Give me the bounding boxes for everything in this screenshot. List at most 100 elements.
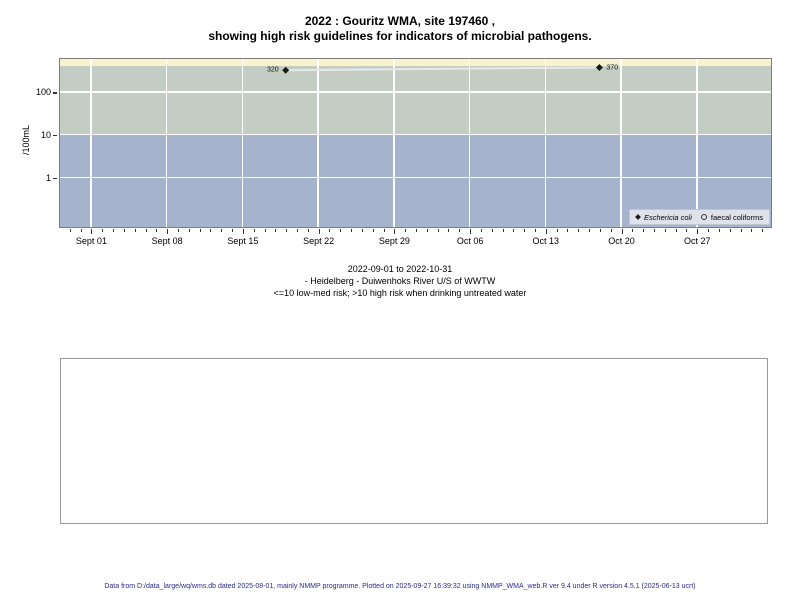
x-tick-minor bbox=[80, 229, 82, 232]
x-tick-minor bbox=[426, 229, 428, 232]
band-above-alert bbox=[60, 59, 771, 67]
x-tick-minor bbox=[480, 229, 482, 232]
x-tick-minor bbox=[156, 229, 158, 232]
x-tick-minor bbox=[134, 229, 136, 232]
x-tick-label: Oct 06 bbox=[456, 236, 484, 246]
x-tick-minor bbox=[69, 229, 71, 232]
plot-area: 320 370 Eschericia coli faecal coliforms bbox=[59, 58, 772, 228]
x-tick-minor bbox=[718, 229, 720, 232]
x-tick-minor bbox=[188, 229, 190, 232]
x-tick-minor bbox=[589, 229, 591, 232]
band-high-risk bbox=[60, 66, 771, 135]
chart: 320 370 Eschericia coli faecal coliforms Se… bbox=[36, 58, 775, 258]
legend-label: faecal coliforms bbox=[710, 212, 763, 222]
gridline-horizontal bbox=[60, 133, 771, 136]
x-tick-minor bbox=[210, 229, 212, 232]
data-point-marker bbox=[282, 66, 290, 74]
empty-panel bbox=[60, 358, 768, 524]
x-tick-minor bbox=[221, 229, 223, 232]
x-tick-minor bbox=[675, 229, 677, 232]
x-tick-minor bbox=[513, 229, 515, 232]
series-line bbox=[285, 66, 600, 72]
x-tick-label: Sept 01 bbox=[75, 236, 107, 246]
x-tick-label: Oct 27 bbox=[684, 236, 711, 246]
gridline-vertical bbox=[90, 59, 92, 227]
gridline-vertical bbox=[544, 59, 547, 227]
chart-title: 2022 : Gouritz WMA, site 197460 , showin… bbox=[0, 14, 800, 44]
y-tick bbox=[53, 92, 57, 94]
x-tick-minor bbox=[599, 229, 601, 232]
data-point-label: 320 bbox=[267, 66, 279, 74]
x-tick-minor bbox=[502, 229, 504, 232]
x-tick-minor bbox=[437, 229, 439, 232]
x-tick-minor bbox=[307, 229, 309, 232]
x-tick-minor bbox=[664, 229, 666, 232]
x-tick-major bbox=[318, 229, 320, 234]
filled-diamond-icon bbox=[635, 214, 641, 220]
x-tick-minor bbox=[740, 229, 742, 232]
y-tick-label: 1 bbox=[45, 173, 51, 184]
x-tick-minor bbox=[383, 229, 385, 232]
x-tick-major bbox=[545, 229, 547, 234]
x-tick-major bbox=[621, 229, 623, 234]
x-tick-minor bbox=[177, 229, 179, 232]
chart-title-line1: 2022 : Gouritz WMA, site 197460 , bbox=[304, 14, 496, 28]
y-tick-label: 10 bbox=[40, 130, 51, 141]
x-tick-minor bbox=[286, 229, 288, 232]
x-tick-major bbox=[394, 229, 396, 234]
x-tick-minor bbox=[762, 229, 764, 232]
x-tick-major bbox=[167, 229, 169, 234]
y-tick bbox=[53, 178, 57, 180]
x-tick-minor bbox=[351, 229, 353, 232]
x-tick-label: Sept 29 bbox=[378, 236, 410, 246]
x-tick-minor bbox=[610, 229, 612, 232]
x-tick-minor bbox=[102, 229, 104, 232]
x-tick-minor bbox=[232, 229, 234, 232]
x-tick-minor bbox=[123, 229, 125, 232]
x-tick-minor bbox=[329, 229, 331, 232]
y-tick-label: 100 bbox=[35, 87, 51, 98]
x-tick-minor bbox=[578, 229, 580, 232]
data-point-label: 370 bbox=[606, 64, 619, 72]
gridline-horizontal bbox=[60, 91, 771, 93]
x-tick-label: Sept 08 bbox=[151, 236, 183, 246]
footer-text: Data from D:/data_large/wq/wms.db dated … bbox=[104, 583, 696, 590]
gridline-vertical bbox=[620, 59, 622, 227]
x-tick-minor bbox=[275, 229, 277, 232]
x-tick-label: Oct 13 bbox=[532, 236, 560, 246]
legend-item: faecal coliforms bbox=[700, 212, 763, 222]
x-tick-major bbox=[91, 229, 93, 234]
caption-site-name: - Heidelberg - Duiwenhoks River U/S of W… bbox=[304, 276, 496, 286]
x-tick-minor bbox=[751, 229, 753, 232]
x-tick-label: Sept 22 bbox=[303, 236, 335, 246]
x-tick-minor bbox=[491, 229, 493, 232]
legend-item: Eschericia coli bbox=[635, 213, 692, 222]
x-tick-minor bbox=[459, 229, 461, 232]
x-tick-minor bbox=[729, 229, 731, 232]
x-tick-minor bbox=[113, 229, 115, 232]
chart-legend: Eschericia coli faecal coliforms bbox=[628, 209, 770, 225]
gridline-vertical bbox=[165, 59, 168, 227]
caption-risk-note: <=10 low-med risk; >10 high risk when dr… bbox=[273, 288, 527, 298]
x-tick-label: Sept 15 bbox=[227, 236, 259, 246]
data-point-marker bbox=[595, 64, 603, 72]
x-tick-minor bbox=[416, 229, 417, 232]
x-tick-minor bbox=[524, 229, 526, 232]
x-tick-minor bbox=[361, 229, 363, 232]
chart-caption: 2022-09-01 to 2022-10-31 - Heidelberg - … bbox=[0, 263, 800, 299]
open-circle-icon bbox=[700, 214, 707, 220]
x-tick-minor bbox=[535, 229, 536, 232]
gridline-vertical bbox=[393, 59, 395, 227]
x-tick-minor bbox=[654, 229, 655, 232]
x-tick-label: Oct 20 bbox=[608, 236, 635, 246]
x-tick-minor bbox=[340, 229, 342, 232]
y-tick bbox=[53, 135, 57, 137]
caption-date-range: 2022-09-01 to 2022-10-31 bbox=[347, 264, 453, 274]
x-tick-minor bbox=[632, 229, 634, 232]
x-tick-minor bbox=[643, 229, 645, 232]
gridline-horizontal bbox=[60, 176, 771, 179]
gridline-vertical bbox=[317, 59, 319, 227]
x-tick-minor bbox=[708, 229, 710, 232]
gridline-vertical bbox=[241, 59, 244, 227]
gridline-vertical bbox=[468, 59, 471, 227]
